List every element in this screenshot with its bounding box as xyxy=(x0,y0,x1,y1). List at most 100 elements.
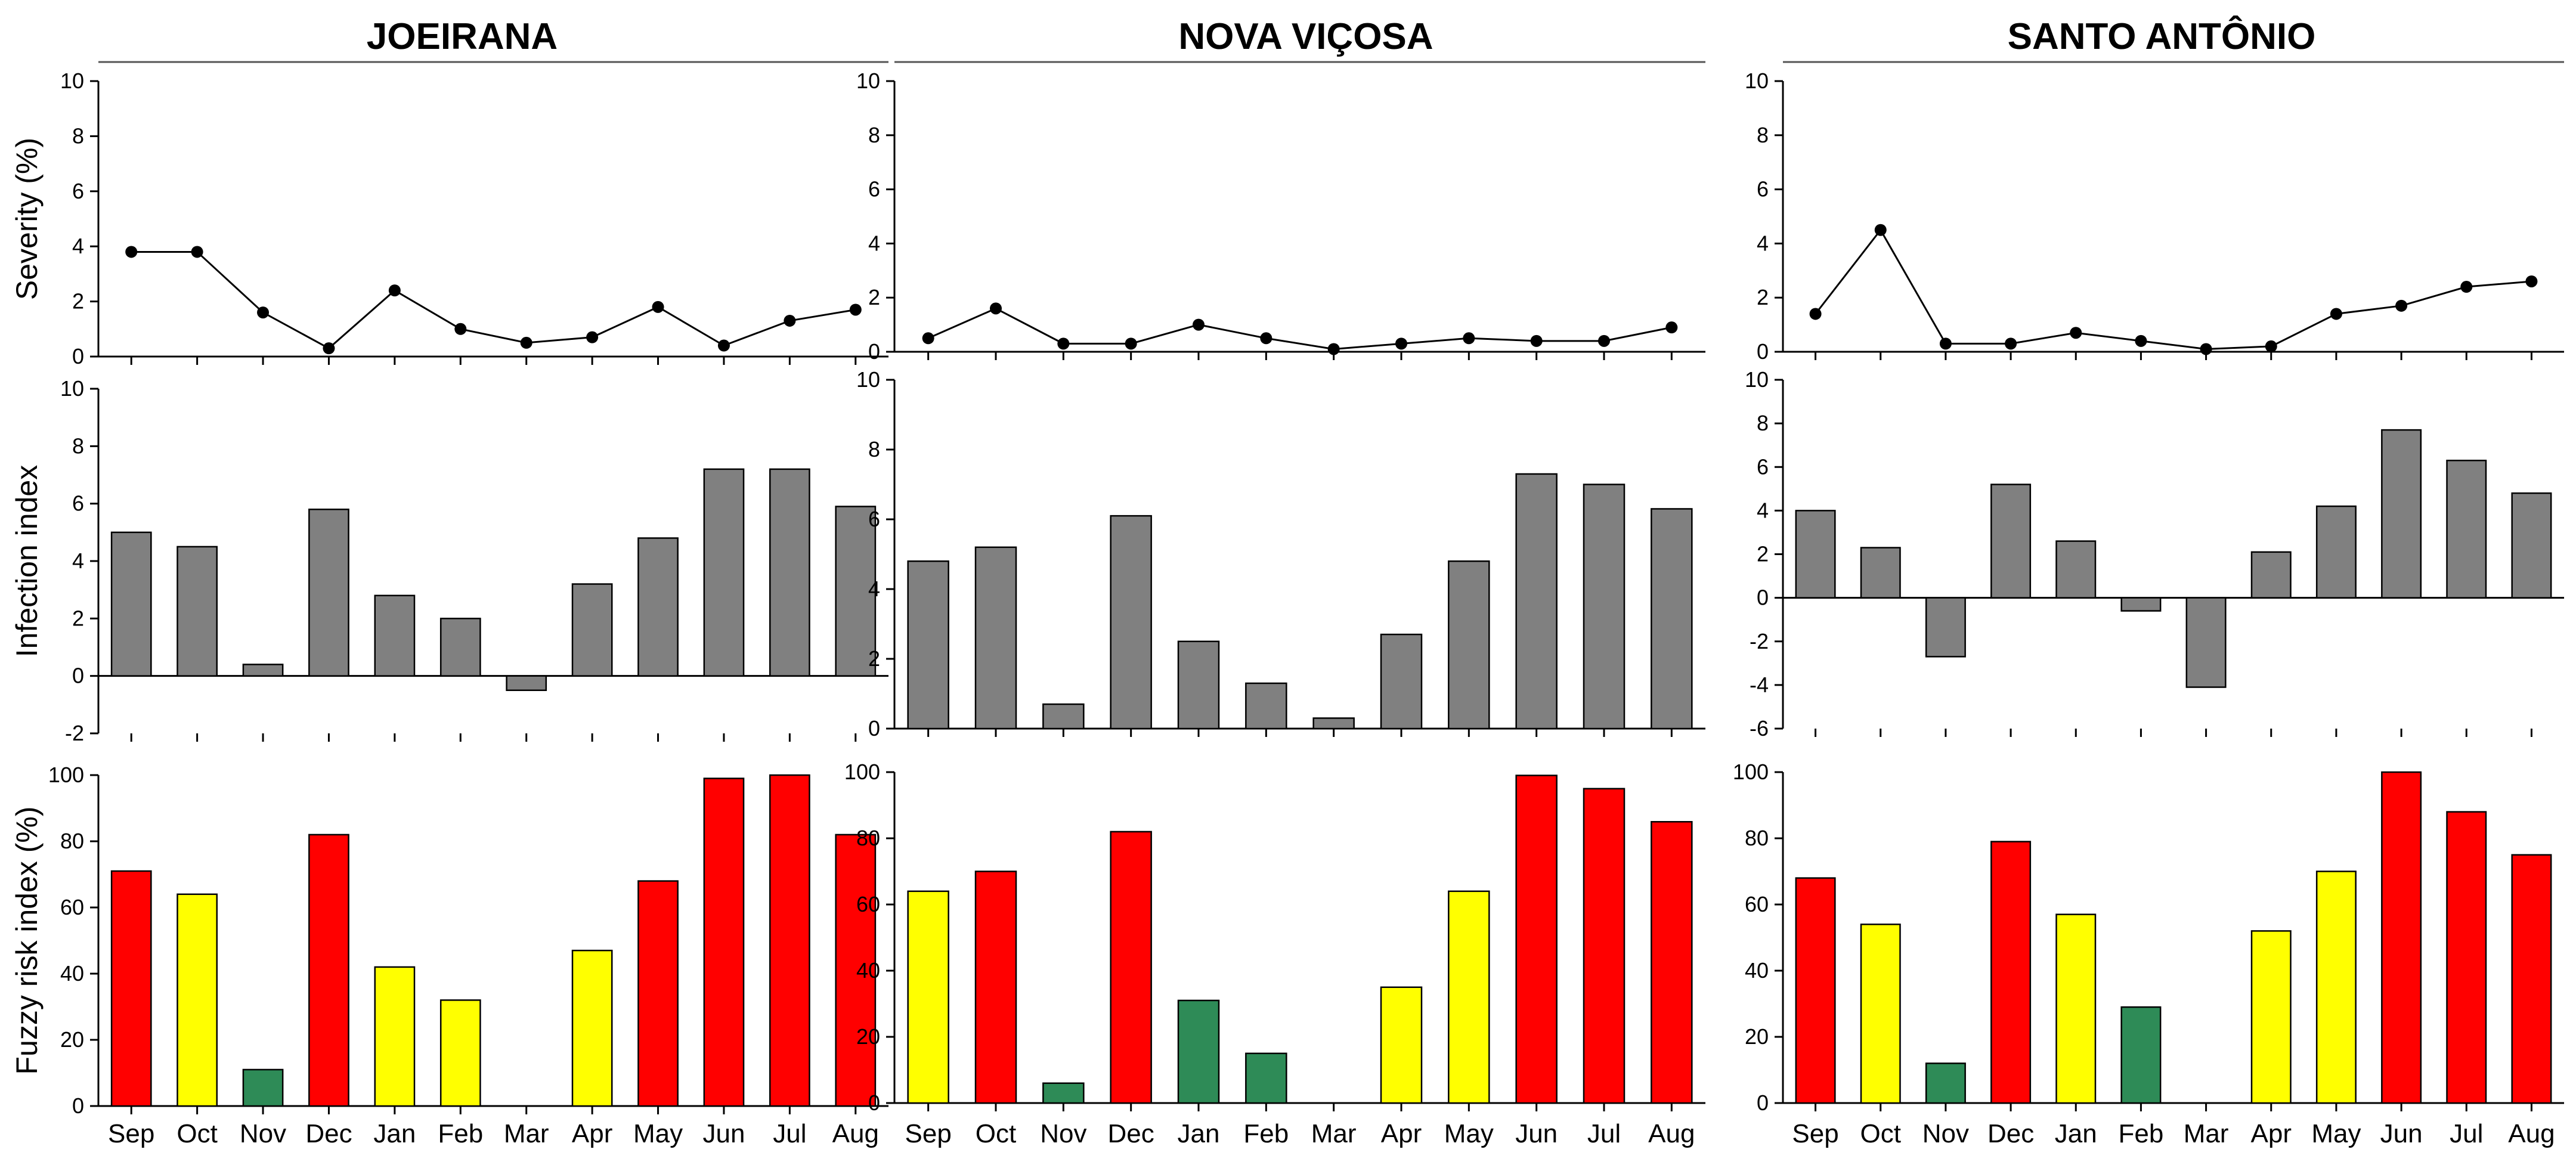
fuzzy-bar-sep xyxy=(907,890,949,1104)
infection-bar-aug xyxy=(835,506,877,677)
severity-point-aug xyxy=(849,303,862,316)
x-tick-label-nov: Nov xyxy=(1922,1119,1969,1148)
y-tick-label: 2 xyxy=(1757,542,1769,566)
y-tick-label: 6 xyxy=(868,507,880,531)
y-tick-label: 100 xyxy=(1733,760,1769,784)
y-tick-label: -4 xyxy=(1750,673,1769,697)
column-title: NOVA VIÇOSA xyxy=(1178,16,1433,57)
severity-point-jan xyxy=(2070,327,2082,339)
y-axis-label: Fuzzy risk index (%) xyxy=(10,806,44,1074)
severity-point-feb xyxy=(454,323,467,335)
y-axis-label: Infection index xyxy=(10,465,44,657)
x-tick-label-aug: Aug xyxy=(1648,1119,1695,1148)
y-tick-label: 10 xyxy=(60,69,84,93)
y-tick-label: 2 xyxy=(72,289,84,314)
severity-point-aug xyxy=(1665,321,1678,334)
x-tick-label-jul: Jul xyxy=(1587,1119,1621,1148)
severity-line xyxy=(131,250,856,349)
x-tick-label-apr: Apr xyxy=(2251,1119,2292,1148)
y-axis-label: Severity (%) xyxy=(10,138,44,300)
x-tick-label-dec: Dec xyxy=(305,1119,352,1148)
severity-point-oct xyxy=(191,246,203,258)
severity-point-nov xyxy=(257,306,270,319)
x-tick-label-jul: Jul xyxy=(2450,1119,2483,1148)
fuzzy-bar-jul xyxy=(2446,811,2487,1104)
x-tick-label-oct: Oct xyxy=(1860,1119,1901,1148)
severity-point-nov xyxy=(1939,337,1952,350)
y-tick-label: 4 xyxy=(1757,498,1769,522)
x-tick-label-apr: Apr xyxy=(1381,1119,1422,1148)
severity-panel: 0 2 4 6 8 10 xyxy=(856,69,1705,364)
severity-panel: 0 2 4 6 8 10 Severity (%) xyxy=(10,69,888,368)
x-tick-label-jul: Jul xyxy=(773,1119,806,1148)
fuzzy-bar-sep xyxy=(110,870,152,1107)
severity-point-mar xyxy=(520,336,532,349)
fuzzy-bar-sep xyxy=(1795,877,1836,1104)
y-tick-label: 0 xyxy=(72,344,84,368)
severity-point-mar xyxy=(2200,343,2212,355)
y-tick-label: 0 xyxy=(1757,1091,1769,1115)
fuzzy-bar-apr xyxy=(571,949,613,1107)
y-tick-label: 2 xyxy=(868,646,880,671)
y-tick-label: 0 xyxy=(72,1093,84,1118)
y-tick-label: -2 xyxy=(65,721,84,745)
fuzzy-bar-apr xyxy=(2250,930,2292,1104)
infection-bar-mar xyxy=(506,675,547,691)
y-tick-label: 2 xyxy=(868,285,880,309)
fuzzy-bar-jan xyxy=(374,966,416,1107)
y-tick-label: 8 xyxy=(1757,123,1769,147)
severity-point-nov xyxy=(1057,337,1070,350)
fuzzy-bar-nov xyxy=(1042,1082,1085,1104)
fuzzy-bar-may xyxy=(637,880,679,1107)
panel-column-nova-vi-osa: NOVA VIÇOSA02468100246810020406080100Sep… xyxy=(844,16,1705,1148)
infection-bar-aug xyxy=(2511,492,2552,599)
y-tick-label: 8 xyxy=(1757,411,1769,435)
fuzzy-bar-jun xyxy=(2381,771,2422,1104)
infection-bar-feb xyxy=(1245,682,1287,730)
y-tick-label: 2 xyxy=(72,606,84,630)
y-tick-label: 6 xyxy=(1757,177,1769,202)
severity-point-may xyxy=(652,301,664,313)
fuzzy-bar-aug xyxy=(1651,821,1693,1104)
y-tick-label: 8 xyxy=(868,123,880,147)
infection-bar-jul xyxy=(769,468,810,677)
fuzzy-bar-oct xyxy=(177,893,218,1107)
fuzzy-bar-jun xyxy=(1515,775,1558,1104)
x-tick-label-sep: Sep xyxy=(1792,1119,1838,1148)
severity-point-dec xyxy=(323,342,335,355)
y-tick-label: 100 xyxy=(844,760,880,784)
x-tick-label-may: May xyxy=(1444,1119,1494,1148)
severity-point-apr xyxy=(586,331,599,343)
y-tick-label: 80 xyxy=(856,826,880,850)
fuzzy-bar-jul xyxy=(769,774,810,1107)
infection-panel: -6 -4 -2 0 2 4 6 8 10 xyxy=(1745,367,2564,741)
severity-point-may xyxy=(1463,332,1475,345)
severity-point-dec xyxy=(1125,337,1137,350)
infection-bar-dec xyxy=(308,509,349,677)
y-tick-label: 0 xyxy=(868,716,880,741)
severity-point-jul xyxy=(1598,334,1610,347)
severity-point-jun xyxy=(717,339,730,352)
y-tick-label: 8 xyxy=(868,437,880,461)
severity-point-apr xyxy=(1395,337,1407,350)
x-tick-label-jun: Jun xyxy=(2380,1119,2423,1148)
y-tick-label: 80 xyxy=(60,829,84,853)
infection-bar-jun xyxy=(1515,473,1558,730)
x-tick-label-oct: Oct xyxy=(177,1119,217,1148)
y-tick-label: 2 xyxy=(1757,285,1769,309)
severity-point-feb xyxy=(2135,334,2147,347)
severity-panel: 0 2 4 6 8 10 xyxy=(1745,69,2564,364)
infection-bar-jun xyxy=(2381,429,2422,599)
infection-bar-nov xyxy=(1925,597,1966,658)
infection-bar-apr xyxy=(1380,633,1423,730)
infection-bar-jul xyxy=(1583,484,1626,730)
infection-bar-mar xyxy=(1312,717,1355,730)
y-tick-label: 0 xyxy=(1757,339,1769,364)
y-tick-label: 8 xyxy=(72,123,84,148)
y-tick-label: 80 xyxy=(1745,826,1769,850)
severity-point-oct xyxy=(990,302,1002,315)
infection-bar-dec xyxy=(1110,515,1152,730)
fuzzy-bar-feb xyxy=(1245,1052,1287,1104)
fuzzy-bar-oct xyxy=(974,870,1017,1104)
